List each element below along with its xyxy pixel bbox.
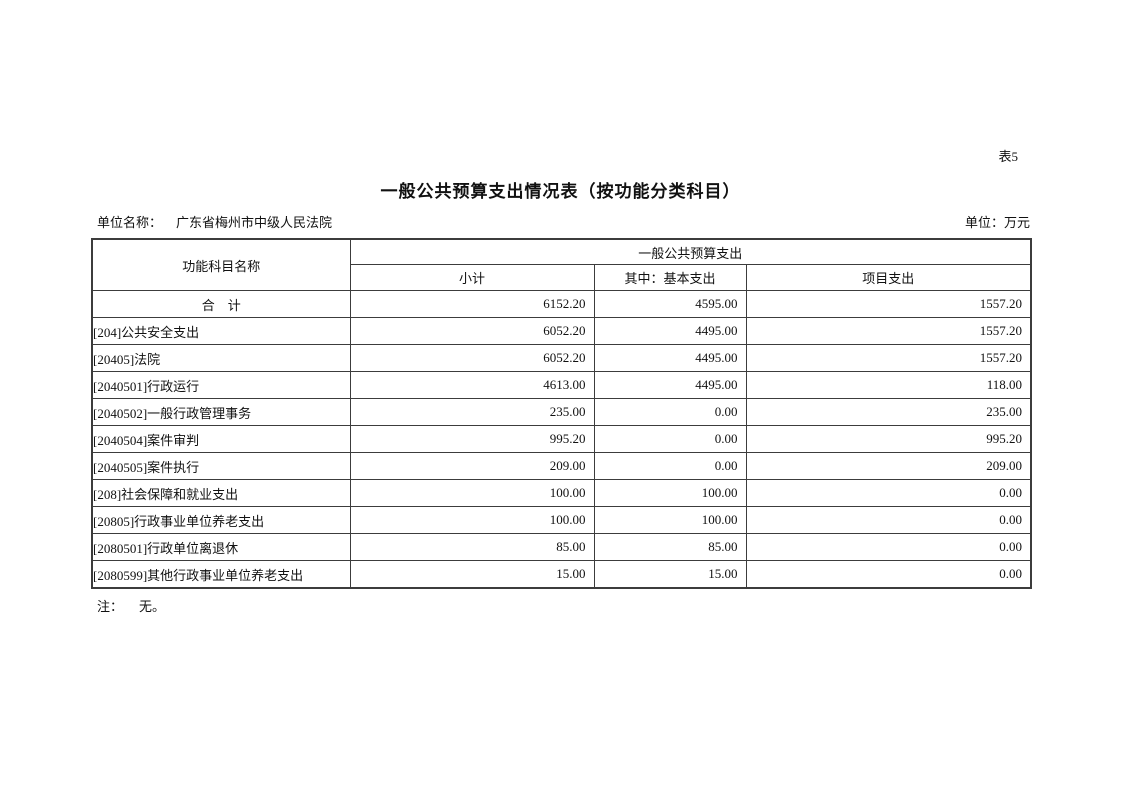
row-basic-value: 0.00 (593, 452, 747, 480)
row-function-name: [2080501]行政单位离退休 (91, 533, 351, 561)
row-subtotal-value: 6052.20 (349, 317, 595, 345)
row-basic-value: 4495.00 (593, 371, 747, 399)
row-subtotal-value: 235.00 (349, 398, 595, 426)
row-project-value: 118.00 (745, 371, 1032, 399)
row-subtotal-value: 85.00 (349, 533, 595, 561)
row-subtotal-value: 6152.20 (349, 290, 595, 318)
row-function-name: [2040502]一般行政管理事务 (91, 398, 351, 426)
row-basic-value: 100.00 (593, 506, 747, 534)
unit-name-value: 广东省梅州市中级人民法院 (176, 215, 333, 230)
row-basic-value: 4495.00 (593, 344, 747, 372)
row-function-name: [2040505]案件执行 (91, 452, 351, 480)
header-row-group: 功能科目名称 一般公共预算支出 (91, 238, 1032, 291)
page-title: 一般公共预算支出情况表（按功能分类科目） (380, 182, 741, 201)
row-basic-value: 85.00 (593, 533, 747, 561)
row-function-name: [208]社会保障和就业支出 (91, 479, 351, 507)
document-page: 表5 一般公共预算支出情况表（按功能分类科目） 单位名称： 广东省梅州市中级人民法… (91, 0, 1032, 615)
table-row: [2040505]案件执行 209.00 0.00 209.00 (91, 452, 1032, 480)
row-project-value: 995.20 (745, 425, 1032, 453)
row-function-name: [2040501]行政运行 (91, 371, 351, 399)
row-subtotal-value: 209.00 (349, 452, 595, 480)
table-row: [2040502]一般行政管理事务 235.00 0.00 235.00 (91, 398, 1032, 426)
row-basic-value: 100.00 (593, 479, 747, 507)
row-function-name: [2040504]案件审判 (91, 425, 351, 453)
unit-name-block: 单位名称： 广东省梅州市中级人民法院 (97, 212, 332, 231)
row-function-name: [20405]法院 (91, 344, 351, 372)
row-project-value: 209.00 (745, 452, 1032, 480)
row-project-value: 0.00 (745, 479, 1032, 507)
table-row: [2040504]案件审判 995.20 0.00 995.20 (91, 425, 1032, 453)
row-subtotal-value: 100.00 (349, 506, 595, 534)
table-row: [20805]行政事业单位养老支出 100.00 100.00 0.00 (91, 506, 1032, 534)
row-project-value: 235.00 (745, 398, 1032, 426)
row-function-name: [204]公共安全支出 (91, 317, 351, 345)
table-row: [2080501]行政单位离退休 85.00 85.00 0.00 (91, 533, 1032, 561)
row-basic-value: 15.00 (593, 560, 747, 589)
header-row-columns: 小计 其中：基本支出 项目支出 (92, 264, 1032, 291)
function-column-header: 功能科目名称 (91, 238, 351, 291)
row-project-value: 1557.20 (745, 344, 1032, 372)
row-subtotal-value: 15.00 (349, 560, 595, 589)
table-body: 合 计 6152.20 4595.00 1557.20 [204]公共安全支出 … (91, 290, 1032, 589)
column-header-project-expenditure: 项目支出 (745, 264, 1032, 291)
footnote-value: 无。 (139, 599, 166, 614)
row-project-value: 1557.20 (745, 290, 1032, 318)
row-subtotal-value: 6052.20 (349, 344, 595, 372)
meta-row: 单位名称： 广东省梅州市中级人民法院 单位：万元 (91, 212, 1030, 231)
group-column-header: 一般公共预算支出 (349, 238, 1032, 265)
budget-table: 功能科目名称 一般公共预算支出 小计 其中：基本支出 项目支出 合 计 6152… (91, 238, 1032, 589)
footnote: 注： 无。 (91, 596, 1030, 615)
row-subtotal-value: 100.00 (349, 479, 595, 507)
row-project-value: 0.00 (745, 560, 1032, 589)
table-row: [2040501]行政运行 4613.00 4495.00 118.00 (91, 371, 1032, 399)
table-row: [208]社会保障和就业支出 100.00 100.00 0.00 (91, 479, 1032, 507)
column-header-subtotal: 小计 (349, 264, 595, 291)
unit-name-label: 单位名称： (97, 215, 163, 230)
table-row: [204]公共安全支出 6052.20 4495.00 1557.20 (91, 317, 1032, 345)
row-project-value: 1557.20 (745, 317, 1032, 345)
footnote-label: 注： (97, 599, 124, 614)
row-basic-value: 4595.00 (593, 290, 747, 318)
row-function-name: 合 计 (91, 290, 351, 318)
row-function-name: [20805]行政事业单位养老支出 (91, 506, 351, 534)
row-subtotal-value: 995.20 (349, 425, 595, 453)
row-project-value: 0.00 (745, 506, 1032, 534)
row-basic-value: 0.00 (593, 398, 747, 426)
table-number-label: 表5 (998, 149, 1018, 164)
currency-unit-label: 单位：万元 (964, 215, 1030, 230)
row-function-name: [2080599]其他行政事业单位养老支出 (91, 560, 351, 589)
row-basic-value: 0.00 (593, 425, 747, 453)
column-header-basic-expenditure: 其中：基本支出 (593, 264, 747, 291)
table-row: [20405]法院 6052.20 4495.00 1557.20 (91, 344, 1032, 372)
row-basic-value: 4495.00 (593, 317, 747, 345)
table-row: [2080599]其他行政事业单位养老支出 15.00 15.00 0.00 (91, 560, 1032, 589)
table-row-total: 合 计 6152.20 4595.00 1557.20 (91, 290, 1032, 318)
row-subtotal-value: 4613.00 (349, 371, 595, 399)
row-project-value: 0.00 (745, 533, 1032, 561)
table-header: 功能科目名称 一般公共预算支出 小计 其中：基本支出 项目支出 (91, 238, 1032, 291)
